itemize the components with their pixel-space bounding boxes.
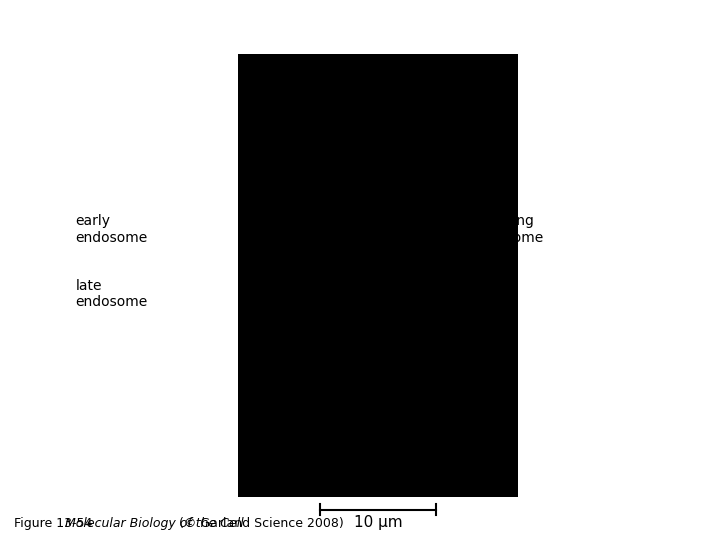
Point (378, 174, 390, 183)
Text: Molecular Biology of the Cell: Molecular Biology of the Cell (65, 517, 243, 530)
Point (406, 235, 418, 244)
Point (412, 395, 423, 404)
Point (384, 333, 395, 342)
Point (412, 298, 423, 306)
Text: early
endosome: early endosome (76, 214, 282, 245)
Point (350, 262, 361, 271)
Text: Figure 13-54: Figure 13-54 (14, 517, 101, 530)
Point (372, 280, 384, 288)
Point (356, 440, 367, 448)
Point (434, 94, 446, 103)
Text: 10 μm: 10 μm (354, 515, 402, 530)
Point (344, 457, 356, 465)
Point (338, 360, 350, 368)
Point (389, 448, 400, 457)
Point (428, 368, 440, 377)
Point (417, 218, 428, 227)
Point (366, 457, 378, 465)
Point (423, 227, 434, 235)
Point (434, 351, 446, 360)
Text: (© Garland Science 2008): (© Garland Science 2008) (179, 517, 343, 530)
Point (428, 342, 440, 350)
Point (378, 315, 390, 324)
Point (366, 342, 378, 350)
Point (384, 342, 395, 350)
Point (451, 147, 462, 156)
Point (344, 324, 356, 333)
Point (395, 156, 406, 165)
Point (366, 200, 378, 209)
Point (445, 147, 456, 156)
Point (366, 315, 378, 324)
Point (372, 315, 384, 324)
Point (415, 262, 426, 271)
Point (406, 245, 418, 253)
Point (384, 351, 395, 360)
Point (356, 227, 367, 235)
Point (440, 183, 451, 191)
Point (366, 386, 378, 395)
Text: recycling
endosome: recycling endosome (388, 214, 544, 245)
Point (387, 209, 398, 218)
Point (378, 430, 390, 439)
Point (417, 377, 428, 386)
Point (400, 422, 412, 430)
Point (378, 307, 390, 315)
Point (350, 386, 361, 395)
Point (361, 422, 372, 430)
Point (338, 404, 350, 413)
Point (375, 298, 387, 306)
Point (361, 289, 372, 298)
Point (384, 245, 395, 253)
Point (434, 112, 446, 120)
Point (378, 342, 390, 350)
Point (428, 191, 440, 200)
Point (384, 307, 395, 315)
Point (440, 165, 451, 173)
Point (361, 360, 372, 368)
Point (372, 235, 384, 244)
Point (400, 271, 412, 280)
Point (445, 386, 456, 395)
Point (389, 262, 400, 271)
Point (412, 191, 423, 200)
Point (395, 413, 406, 421)
Point (406, 183, 418, 191)
Point (372, 324, 384, 333)
Point (356, 440, 367, 448)
Point (423, 324, 434, 333)
Point (333, 413, 344, 421)
Text: late
endosome: late endosome (76, 276, 282, 309)
Point (423, 209, 434, 218)
Point (350, 307, 361, 315)
Point (445, 130, 456, 138)
Point (384, 324, 395, 333)
Point (372, 324, 384, 333)
Point (344, 422, 356, 430)
Point (361, 333, 372, 342)
Point (400, 315, 412, 324)
Point (389, 289, 400, 298)
Point (428, 404, 440, 413)
Point (372, 360, 384, 368)
Point (400, 440, 412, 448)
Point (350, 395, 361, 404)
Point (456, 112, 468, 120)
Point (415, 422, 426, 430)
Point (395, 377, 406, 386)
Point (356, 298, 367, 306)
